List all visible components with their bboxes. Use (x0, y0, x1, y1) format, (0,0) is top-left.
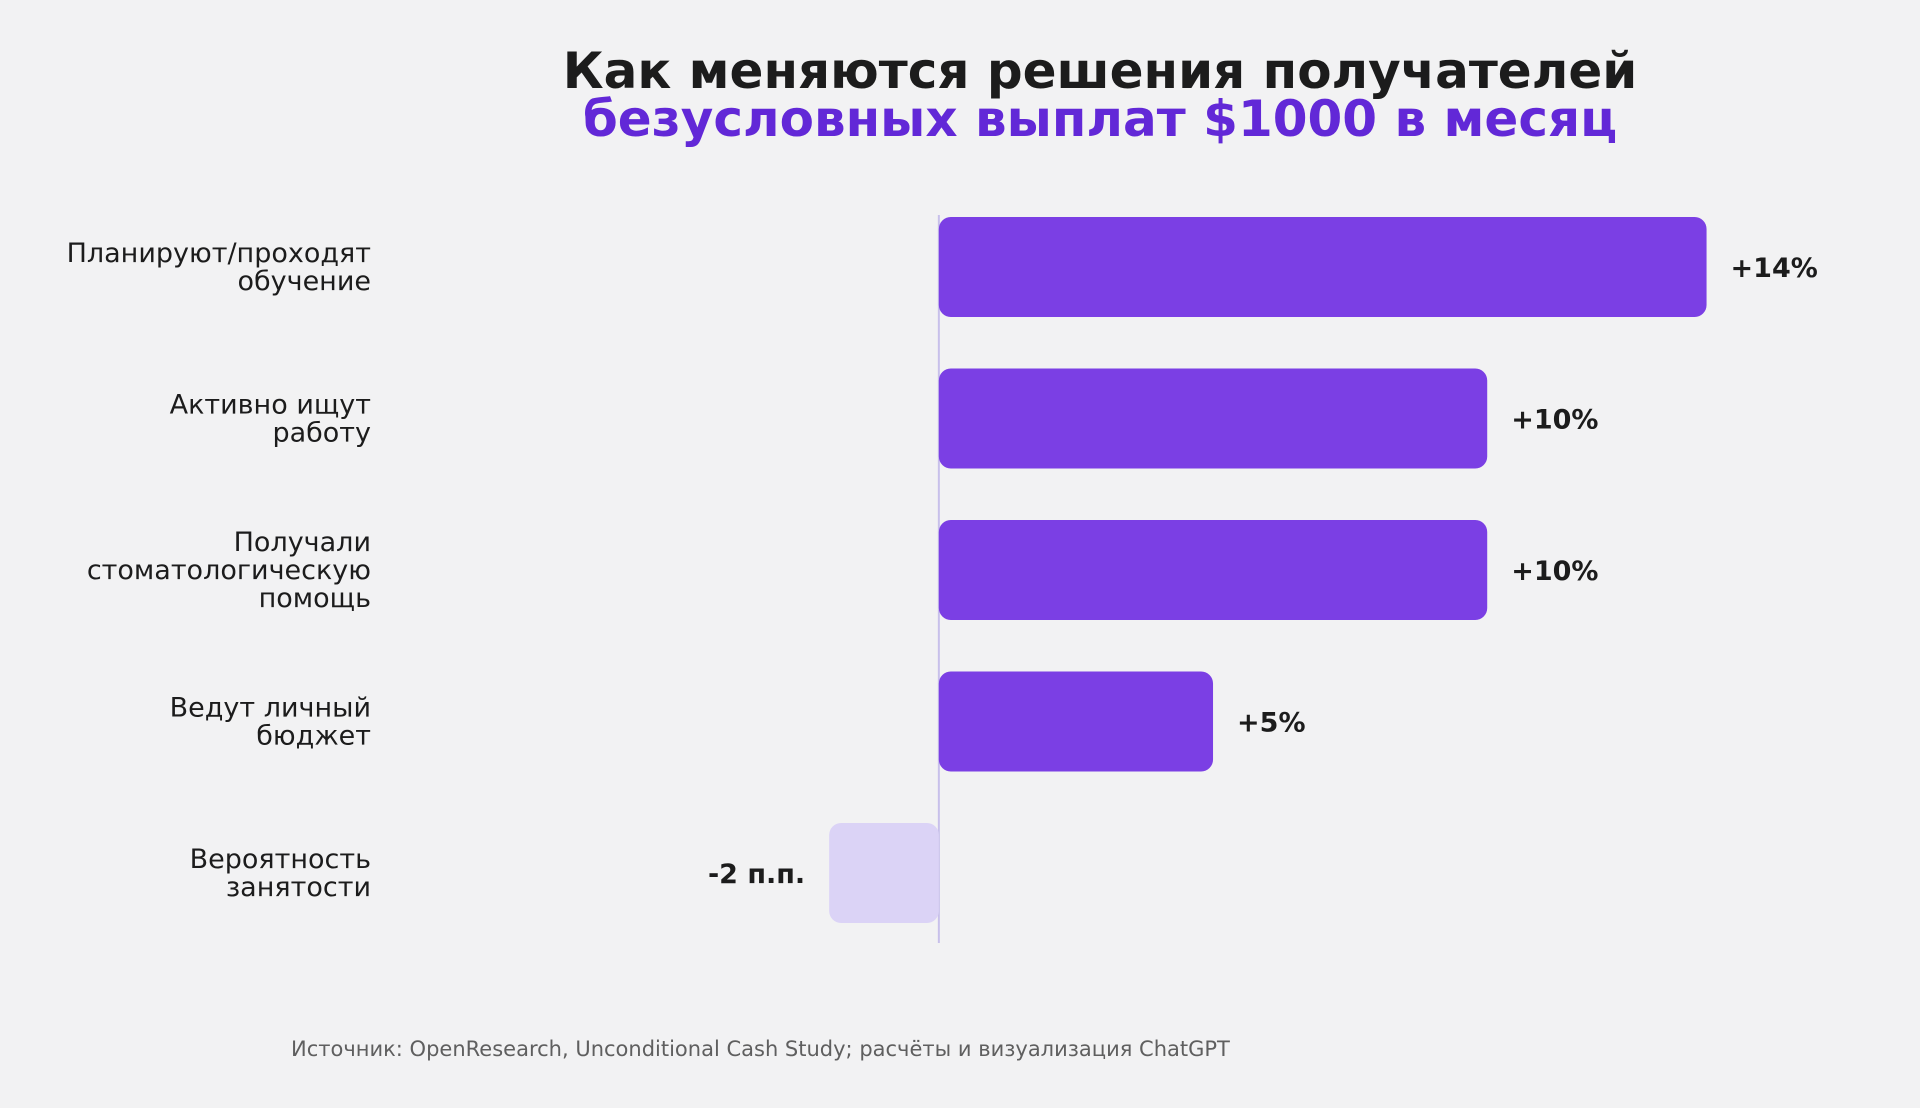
bar-4 (829, 823, 939, 923)
bar-2 (938, 520, 1488, 620)
source-note: Источник: OpenResearch, Unconditional Ca… (291, 1037, 1230, 1061)
bar-3 (938, 671, 1214, 772)
bar-value-label-0: +14% (1731, 253, 1818, 284)
chart-title: Как меняются решения получателей (562, 42, 1638, 100)
bar-value-label-4: -2 п.п. (708, 859, 805, 890)
category-label-0: Планируют/проходят обучение (67, 238, 371, 297)
bar-value-label-3: +5% (1237, 708, 1305, 739)
category-label-1: Активно ищут работу (170, 390, 371, 449)
bar-value-label-2: +10% (1511, 556, 1598, 587)
category-label-4: Вероятность занятости (190, 844, 371, 903)
bar-value-label-1: +10% (1511, 405, 1598, 436)
category-label-3: Ведут личный бюджет (170, 693, 371, 752)
category-label-2: Получали стоматологическую помощь (87, 527, 371, 614)
bar-1 (938, 368, 1488, 469)
bar-0 (938, 217, 1707, 317)
chart-subtitle: безусловных выплат $1000 в месяц (582, 90, 1618, 148)
bar-chart: +14% Планируют/проходят обучение +10% Активн… (67, 215, 1818, 943)
